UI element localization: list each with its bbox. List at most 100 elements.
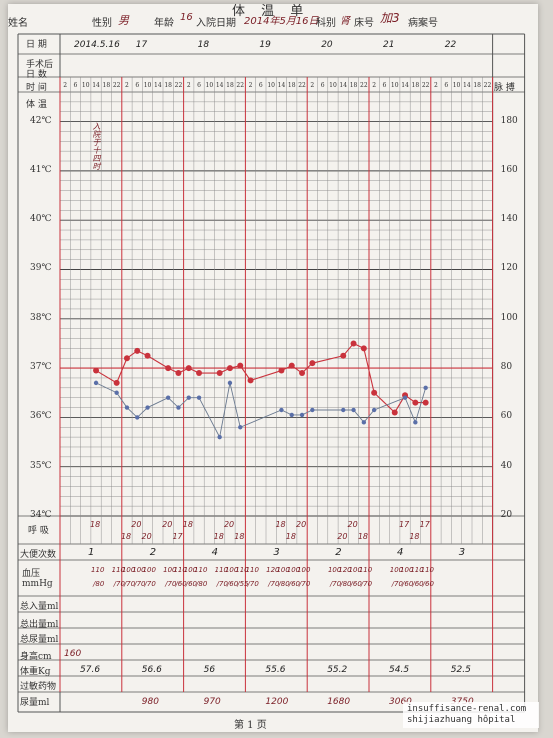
- bp-dia-5: /70: [165, 580, 177, 588]
- bp-dia-22: /60: [402, 580, 414, 588]
- bp-dia-12: /70: [247, 580, 259, 588]
- series-1-point-1: [114, 390, 119, 395]
- stool-value-1: 2: [149, 547, 157, 558]
- urine-vol-row-label: 尿量ml: [20, 698, 50, 708]
- series-0-point-19: [360, 345, 367, 352]
- resp-value-13: 20: [337, 532, 348, 541]
- temperature-sheet: 体 温 单 姓名 性别 男 年龄 16 入院日期 2014年5月16日 科别 肾…: [8, 4, 538, 732]
- resp-value-15: 18: [357, 532, 369, 541]
- hour-cell-41: 22: [483, 82, 492, 89]
- dept-label: 科别: [316, 18, 336, 29]
- hour-cell-18: 2: [248, 82, 253, 89]
- series-1-point-9: [217, 434, 222, 440]
- hour-cell-27: 14: [339, 82, 348, 89]
- height-value: 160: [64, 649, 82, 659]
- urine-value-3: 1680: [327, 697, 351, 707]
- bp-sys-5: 100: [163, 566, 177, 574]
- hour-cell-13: 6: [197, 82, 201, 89]
- bp-dia-16: /70: [299, 580, 311, 588]
- urine-value-1: 970: [203, 697, 221, 707]
- resp-value-0: 18: [90, 520, 101, 529]
- bp-sys-15: 100: [286, 566, 301, 574]
- sex-value: 男: [118, 14, 129, 27]
- series-0-point-16: [309, 360, 316, 367]
- bp-sys-14: 100: [276, 566, 290, 574]
- date-cell-5: 21: [383, 40, 395, 50]
- admit-note: 入院于十四时: [92, 122, 102, 170]
- resp-value-12: 20: [296, 520, 307, 529]
- hour-cell-6: 2: [125, 82, 129, 89]
- resp-value-11: 18: [285, 532, 296, 541]
- bp-sys-0: 110: [91, 566, 105, 574]
- series-0-point-3: [134, 347, 141, 354]
- weight-value-4: 55.2: [327, 665, 348, 675]
- series-1-point-22: [423, 385, 428, 391]
- bp-dia-24: /60: [422, 580, 434, 588]
- series-1-point-16: [341, 407, 346, 413]
- bp-sys-10: 100: [224, 566, 239, 574]
- stool-value-3: 3: [273, 547, 280, 558]
- bed-label: 床号: [354, 18, 374, 29]
- bp-sys-24: 110: [420, 566, 435, 574]
- pulse-tick-7: 40: [500, 460, 513, 471]
- series-1-point-13: [289, 412, 294, 418]
- series-1-point-10: [227, 380, 233, 386]
- hour-cell-23: 22: [298, 82, 306, 89]
- weight-value-3: 55.6: [265, 665, 286, 675]
- watermark-line-2: shijiazhuang hôpital: [407, 715, 516, 725]
- temp-tick-5: 37℃: [30, 362, 52, 373]
- series-1-point-20: [402, 395, 408, 400]
- series-0-point-10: [226, 365, 233, 372]
- series-1-point-2: [124, 405, 130, 410]
- series-0-point-14: [288, 362, 295, 369]
- bp-sys-7: 100: [183, 566, 198, 574]
- series-1-point-8: [196, 395, 202, 400]
- date-cell-2: 18: [197, 40, 210, 50]
- weight-value-5: 54.5: [389, 665, 410, 675]
- urine-value-2: 1200: [265, 697, 289, 707]
- bp-sys-4: 100: [142, 566, 156, 574]
- resp-value-2: 20: [131, 520, 142, 529]
- temp-tick-3: 39℃: [30, 263, 52, 274]
- postop-row-label: 手术后 日 数: [26, 60, 54, 80]
- bp-dia-10: /60: [226, 580, 239, 588]
- urine-total-row-label: 总尿量ml: [20, 635, 59, 645]
- series-0-point-21: [391, 409, 398, 416]
- hour-cell-10: 18: [164, 82, 172, 89]
- weight-value-0: 57.6: [80, 665, 101, 675]
- bp-sys-22: 100: [400, 566, 414, 574]
- bp-sys-3: 100: [132, 566, 146, 574]
- bp-sys-12: 110: [245, 566, 259, 574]
- hour-cell-25: 6: [320, 82, 325, 89]
- resp-value-10: 18: [275, 520, 286, 529]
- bp-dia-17: /70: [329, 580, 342, 588]
- series-0-point-11: [237, 362, 244, 369]
- series-1-point-18: [361, 420, 367, 425]
- resp-value-7: 18: [213, 532, 224, 541]
- pulse-tick-0: 180: [500, 115, 518, 126]
- hour-cell-15: 14: [215, 82, 224, 89]
- series-0-point-5: [165, 365, 172, 372]
- resp-value-14: 20: [347, 520, 358, 529]
- series-0-point-18: [350, 340, 357, 347]
- hour-cell-32: 10: [390, 82, 399, 89]
- bp-dia-15: /60: [288, 580, 301, 588]
- bp-sys-9: 110: [214, 566, 229, 574]
- series-1-point-0: [93, 380, 99, 386]
- resp-value-4: 20: [162, 520, 173, 529]
- resp-value-9: 18: [234, 532, 245, 541]
- bp-dia-0: /80: [93, 580, 105, 588]
- hour-cell-14: 10: [205, 82, 214, 89]
- series-1-point-5: [165, 395, 171, 400]
- bp-sys-11: 110: [235, 566, 249, 574]
- watermark: insuffisance-renal.com shijiazhuang hôpi…: [403, 702, 539, 728]
- bp-sys-8: 110: [194, 566, 208, 574]
- hour-cell-20: 10: [267, 82, 275, 89]
- hour-cell-22: 18: [287, 82, 296, 89]
- stool-value-6: 3: [458, 547, 466, 558]
- resp-value-5: 17: [172, 532, 183, 541]
- resp-value-6: 18: [182, 520, 193, 529]
- date-cell-1: 17: [135, 40, 148, 50]
- bp-sys-20: 110: [358, 566, 373, 574]
- series-1-point-19: [371, 407, 377, 413]
